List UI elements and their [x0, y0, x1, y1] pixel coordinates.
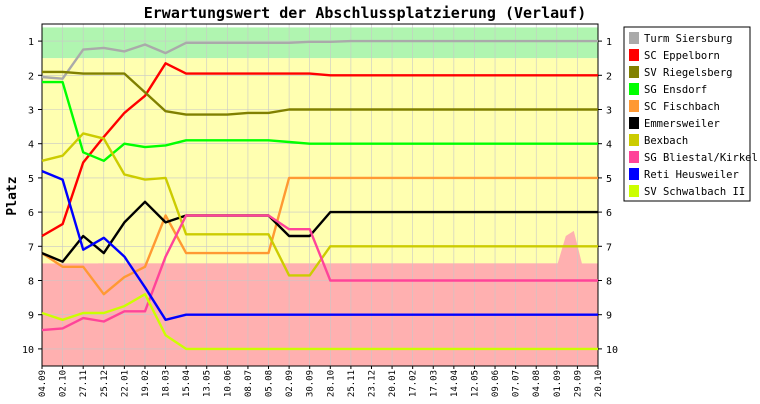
- x-tick-label: 13.05: [203, 370, 213, 397]
- series-line-6: [41, 132, 598, 277]
- legend-swatch-8: [629, 168, 639, 180]
- y-tick-label-right: 7: [606, 242, 612, 253]
- probability-band: [42, 230, 598, 366]
- legend-label-1: SC Eppelborn: [644, 50, 720, 62]
- legend-swatch-7: [629, 151, 639, 163]
- legend-swatch-6: [629, 134, 639, 146]
- x-tick-label: 18.03: [162, 370, 172, 397]
- series-line-8: [41, 169, 598, 321]
- y-tick-label-right: 4: [606, 140, 612, 151]
- plot-area: 1 1 2 2 3 3 4 4 5 5 6 6 7 7 8 8 9 9 10 10 04.09 02.10 27.11 25.…: [22, 23, 618, 397]
- y-tick-label-left: 8: [28, 277, 34, 288]
- legend-label-4: SC Fischbach: [644, 101, 720, 113]
- y-tick-label-right: 10: [606, 345, 618, 356]
- y-tick-label-right: 8: [606, 277, 612, 288]
- series-line-3: [42, 80, 598, 163]
- y-tick-label-left: 7: [28, 242, 34, 253]
- x-tick-label: 12.05: [470, 370, 480, 397]
- x-tick-label: 20.01: [388, 370, 398, 397]
- y-tick-label-left: 5: [28, 174, 34, 185]
- series-line-5: [41, 200, 598, 263]
- plot-frame: [41, 23, 599, 367]
- zone-band-1: [42, 58, 598, 264]
- legend-label-2: SV Riegelsberg: [644, 67, 733, 79]
- legend-swatch-3: [629, 83, 639, 95]
- x-tick-label: 10.06: [223, 370, 233, 397]
- legend-label-0: Turm Siersburg: [644, 33, 733, 45]
- y-tick-label-right: 9: [606, 311, 612, 322]
- legend-swatch-5: [629, 117, 639, 129]
- legend-swatch-0: [629, 32, 639, 44]
- series-line-0: [41, 39, 598, 80]
- x-tick-label: 09.06: [491, 370, 501, 397]
- legend-label-3: SG Ensdorf: [644, 84, 707, 96]
- legend-box: [623, 26, 751, 202]
- x-tick-label: 25.12: [100, 370, 110, 397]
- x-tick-label: 17.03: [429, 370, 439, 397]
- x-tick-label: 30.09: [306, 370, 316, 397]
- series-line-9: [41, 293, 598, 351]
- x-tick-label: 15.04: [182, 370, 192, 397]
- x-tick-label: 28.10: [326, 370, 336, 397]
- x-tick-label: 20.10: [594, 370, 604, 397]
- x-tick-label: 07.07: [512, 370, 522, 397]
- x-tick-label: 22.01: [120, 370, 130, 397]
- legend-label-8: Reti Heusweiler: [644, 169, 739, 181]
- x-tick-label: 29.09: [573, 370, 583, 397]
- legend-label-6: Bexbach: [644, 135, 688, 147]
- y-tick-label-right: 5: [606, 174, 612, 185]
- x-tick-label: 04.09: [38, 370, 48, 397]
- series-line-2: [42, 70, 598, 116]
- y-tick-label-right: 6: [606, 208, 612, 219]
- chart-title: Erwartungswert der Abschlussplatzierung …: [144, 4, 587, 22]
- y-tick-label-right: 3: [606, 106, 612, 117]
- legend-swatch-1: [629, 49, 639, 61]
- y-tick-label-left: 9: [28, 311, 34, 322]
- legend-label-5: Emmersweiler: [644, 118, 720, 130]
- x-tick-label: 25.11: [347, 370, 357, 397]
- legend-swatch-9: [629, 185, 639, 197]
- x-tick-label: 14.04: [450, 370, 460, 397]
- y-tick-label-left: 2: [28, 71, 34, 82]
- x-tick-label: 19.02: [141, 370, 151, 397]
- y-tick-label-left: 1: [28, 37, 34, 48]
- legend-swatch-4: [629, 100, 639, 112]
- y-tick-label-left: 6: [28, 208, 34, 219]
- legend-label-7: SG Bliestal/Kirkel: [644, 152, 758, 164]
- series-line-7: [41, 214, 598, 332]
- x-tick-label: 02.10: [59, 370, 69, 397]
- y-tick-label-left: 3: [28, 106, 34, 117]
- x-tick-label: 04.08: [532, 370, 542, 397]
- y-tick-label-right: 2: [606, 71, 612, 82]
- x-tick-label: 17.02: [409, 370, 419, 397]
- y-tick-label-right: 1: [606, 37, 612, 48]
- legend-swatch-2: [629, 66, 639, 78]
- x-tick-label: 05.08: [265, 370, 275, 397]
- y-tick-label-left: 4: [28, 140, 34, 151]
- x-tick-label: 27.11: [79, 370, 89, 397]
- x-tick-label: 02.09: [285, 370, 295, 397]
- x-tick-label: 23.12: [367, 370, 377, 397]
- x-tick-label: 08.07: [244, 370, 254, 397]
- legend: Turm Siersburg SC Eppelborn SV Riegelsberg…: [623, 26, 758, 202]
- x-tick-label: 01.09: [553, 370, 563, 397]
- y-axis-label: Platz: [5, 176, 20, 215]
- legend-label-9: SV Schwalbach II: [644, 186, 745, 198]
- series-line-1: [41, 62, 598, 238]
- y-tick-label-left: 10: [22, 345, 34, 356]
